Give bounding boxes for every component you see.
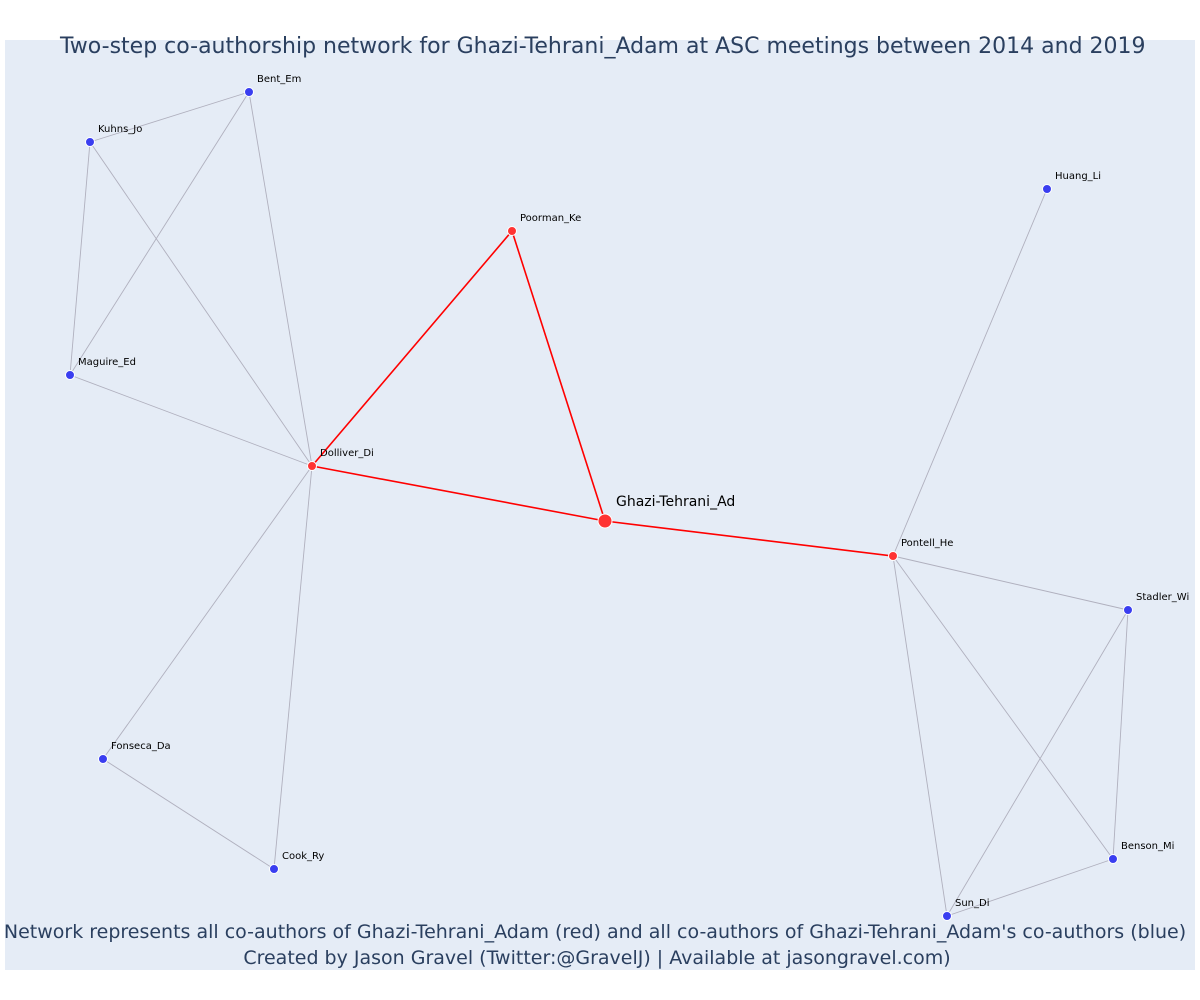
node-label-huang: Huang_Li xyxy=(1055,171,1101,182)
node-fonseca[interactable] xyxy=(98,754,108,764)
edge-benson-sun xyxy=(946,858,1114,917)
node-label-benson: Benson_Mi xyxy=(1121,841,1174,852)
node-label-fonseca: Fonseca_Da xyxy=(111,741,171,752)
edge-bent-dolliver xyxy=(248,91,313,467)
node-poorman[interactable] xyxy=(507,226,517,236)
node-cook[interactable] xyxy=(269,864,279,874)
edge-pontell-benson xyxy=(892,555,1114,860)
edge-ghazi-poorman xyxy=(511,230,606,522)
node-label-bent: Bent_Em xyxy=(257,74,301,85)
node-bent[interactable] xyxy=(244,87,254,97)
edge-dolliver-cook xyxy=(273,465,313,870)
node-label-pontell: Pontell_He xyxy=(901,538,953,549)
node-stadler[interactable] xyxy=(1123,605,1133,615)
edge-pontell-huang xyxy=(892,188,1048,557)
node-label-maguire: Maguire_Ed xyxy=(78,357,136,368)
edges-layer xyxy=(69,91,1129,917)
node-ghazi[interactable] xyxy=(597,513,613,529)
edge-stadler-benson xyxy=(1112,609,1129,860)
edge-dolliver-poorman xyxy=(311,230,513,467)
node-maguire[interactable] xyxy=(65,370,75,380)
edge-maguire-dolliver xyxy=(69,374,313,467)
edge-dolliver-fonseca xyxy=(102,465,313,760)
caption-line-2: Created by Jason Gravel (Twitter:@Gravel… xyxy=(243,947,950,969)
edge-bent-maguire xyxy=(69,91,250,376)
node-label-cook: Cook_Ry xyxy=(282,851,324,862)
edge-pontell-stadler xyxy=(892,555,1129,611)
node-pontell[interactable] xyxy=(888,551,898,561)
node-label-stadler: Stadler_Wi xyxy=(1136,592,1189,603)
edge-fonseca-cook xyxy=(102,758,275,870)
caption-line-1: Network represents all co-authors of Gha… xyxy=(4,921,1186,943)
node-dolliver[interactable] xyxy=(307,461,317,471)
node-label-dolliver: Dolliver_Di xyxy=(320,448,374,459)
edge-stadler-sun xyxy=(946,609,1129,917)
node-label-ghazi: Ghazi-Tehrani_Ad xyxy=(616,494,735,510)
node-kuhns[interactable] xyxy=(85,137,95,147)
edge-kuhns-dolliver xyxy=(89,141,313,467)
node-label-poorman: Poorman_Ke xyxy=(520,213,581,224)
edge-ghazi-dolliver xyxy=(311,465,606,522)
node-label-kuhns: Kuhns_Jo xyxy=(98,124,142,135)
node-sun[interactable] xyxy=(942,911,952,921)
node-huang[interactable] xyxy=(1042,184,1052,194)
edge-kuhns-bent xyxy=(89,91,250,143)
labels-layer: Ghazi-Tehrani_Ad Dolliver_Di Poorman_Ke Pon… xyxy=(78,74,1189,909)
edge-kuhns-maguire xyxy=(69,141,91,376)
edge-pontell-sun xyxy=(892,555,948,917)
node-benson[interactable] xyxy=(1108,854,1118,864)
chart-title: Two-step co-authorship network for Ghazi… xyxy=(59,34,1146,59)
node-label-sun: Sun_Di xyxy=(955,898,990,909)
edge-ghazi-pontell xyxy=(604,520,894,557)
nodes-layer xyxy=(65,87,1133,921)
